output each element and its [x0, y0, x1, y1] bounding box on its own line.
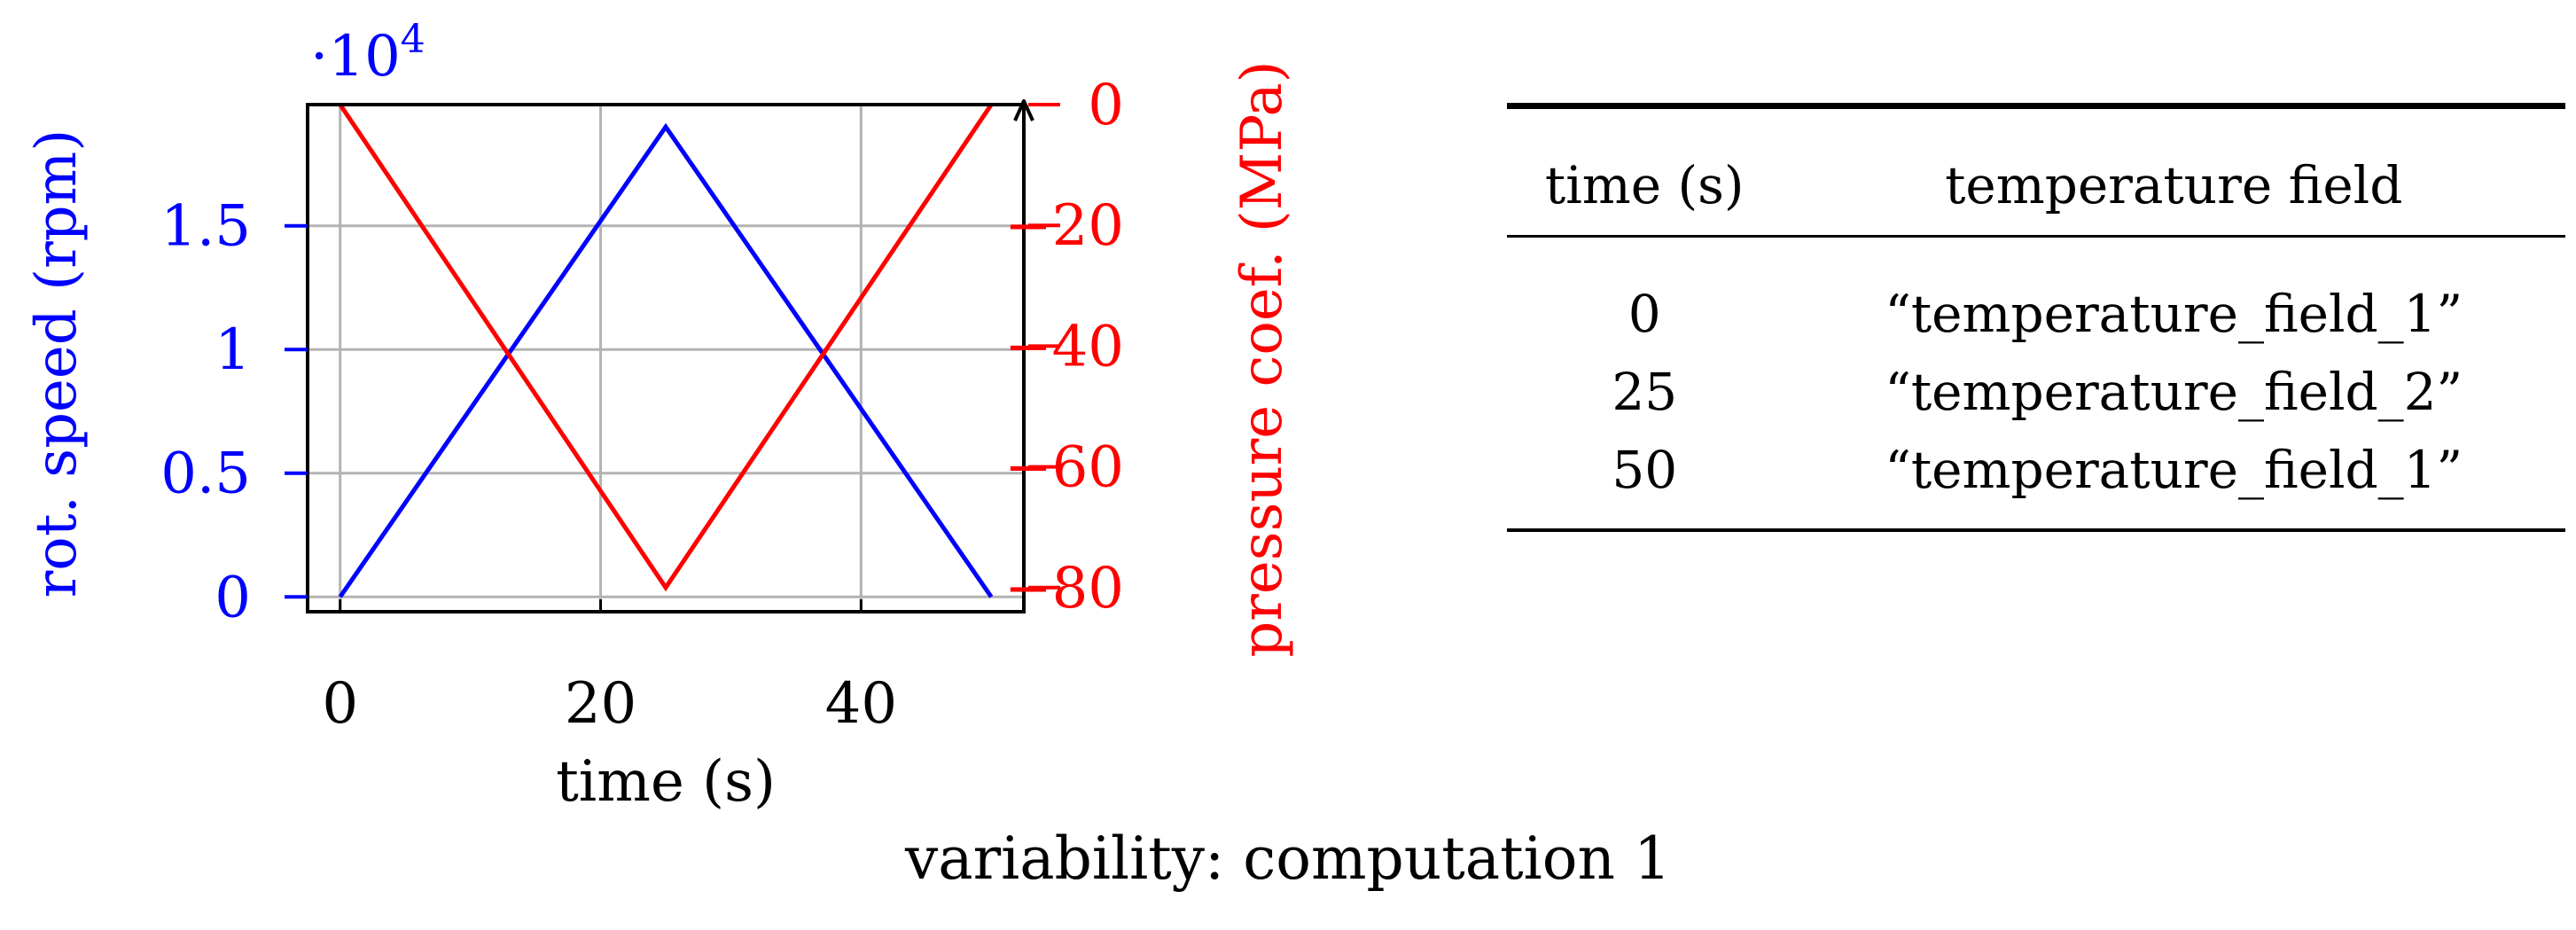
x-axis-title: time (s): [556, 749, 776, 815]
cell-time: 25: [1612, 362, 1678, 422]
header-temperature-field: temperature field: [1945, 155, 2403, 215]
left-y-tick-label: 0.5: [160, 442, 251, 507]
right-axis-title: pressure coef. (MPa): [1229, 60, 1295, 657]
table-row: 50 “temperature_field_1”: [1507, 431, 2565, 530]
x-tick-label: 20: [565, 671, 636, 737]
cell-temperature-field: “temperature_field_1”: [1885, 284, 2463, 344]
axis-arrow-head: [1013, 99, 1034, 121]
grid-lines: [308, 105, 1024, 612]
cell-time: 50: [1612, 440, 1678, 500]
variability-table-container: time (s) temperature field 0 “temperatur…: [1507, 103, 2565, 532]
plot-frame: [306, 103, 1026, 613]
header-time: time (s): [1544, 155, 1745, 215]
cell-temperature-field: “temperature_field_1”: [1885, 440, 2463, 500]
x-tick-label: 0: [322, 671, 358, 737]
left-y-tick-label: 1: [215, 317, 251, 383]
series-lines: [338, 103, 994, 598]
left-y-tick-label: 1.5: [160, 194, 251, 260]
right-y-tick-label: −20: [1004, 193, 1124, 259]
rot-speed-line: [338, 122, 994, 598]
x-tick-label: 40: [825, 671, 897, 737]
right-y-tick-label: −60: [1004, 435, 1124, 501]
table-row: 25 “temperature_field_2”: [1507, 353, 2565, 431]
variability-table: time (s) temperature field 0 “temperatur…: [1507, 103, 2565, 532]
cell-temperature-field: “temperature_field_2”: [1885, 362, 2463, 422]
axis-labels: 0 20 40 0 0.5 1 1.5 0 −20 −40 −60 −80 time (s) rot. s…: [24, 17, 1295, 815]
pressure-coef-line: [338, 103, 994, 592]
table-row: 0 “temperature_field_1”: [1507, 237, 2565, 354]
cell-time: 0: [1628, 284, 1661, 344]
left-axis-multiplier: ·104: [310, 17, 425, 90]
left-axis-title: rot. speed (rpm): [24, 129, 90, 598]
figure-caption: variability: computation 1: [905, 824, 1671, 893]
right-y-tick-label: −80: [1004, 556, 1124, 621]
axis-ticks: [285, 103, 1060, 612]
multiplier-exponent: 4: [401, 17, 425, 62]
right-y-tick-label: 0: [1088, 73, 1124, 138]
left-y-tick-label: 0: [215, 565, 251, 630]
right-y-tick-label: −40: [1004, 314, 1124, 379]
right-axis-arrow: [1013, 99, 1034, 612]
table-header-row: time (s) temperature field: [1507, 106, 2565, 237]
